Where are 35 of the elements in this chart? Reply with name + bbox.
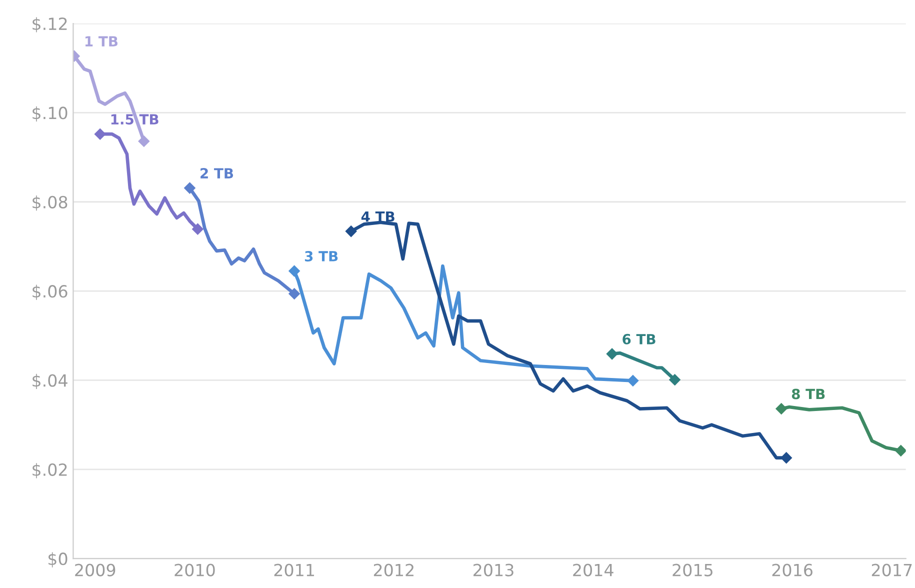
x-tick-label: 2016	[772, 564, 812, 576]
x-tick-label: 2012	[374, 564, 414, 576]
series-label: 4 TB	[361, 211, 394, 222]
series-label: 1 TB	[85, 36, 118, 46]
point	[776, 403, 787, 414]
point	[627, 375, 639, 386]
x-tick-label: 2014	[573, 564, 614, 576]
point	[94, 128, 106, 140]
point	[288, 288, 300, 300]
point	[895, 445, 906, 456]
y-tick-label: $.04	[32, 374, 68, 390]
series-label: 3 TB	[304, 250, 338, 262]
point	[669, 374, 680, 386]
x-tick-label: 2011	[274, 564, 314, 576]
series-label: 1.5 TB	[111, 114, 158, 125]
x-tick-label: 2013	[474, 564, 514, 576]
y-tick-label: $.06	[32, 284, 68, 300]
y-tick-label: $0	[48, 552, 68, 568]
x-tick-label: 2010	[174, 564, 215, 576]
point	[184, 182, 196, 194]
point	[345, 226, 357, 237]
y-tick-label: $.08	[32, 196, 68, 211]
point	[192, 223, 204, 235]
x-tick-label: 2015	[672, 564, 712, 576]
y-tick-label: $.02	[32, 463, 67, 478]
x-tick-label: 2017	[872, 564, 912, 576]
series-label: 2 TB	[200, 168, 234, 178]
point	[780, 452, 792, 464]
series-label: 8 TB	[792, 388, 825, 400]
y-tick-label: $.10	[32, 106, 68, 122]
point	[606, 348, 618, 360]
series-label: 6 TB	[622, 334, 656, 344]
point	[288, 265, 300, 277]
x-tick-label: 2009	[75, 564, 116, 576]
y-tick-label: $.12	[32, 17, 67, 32]
